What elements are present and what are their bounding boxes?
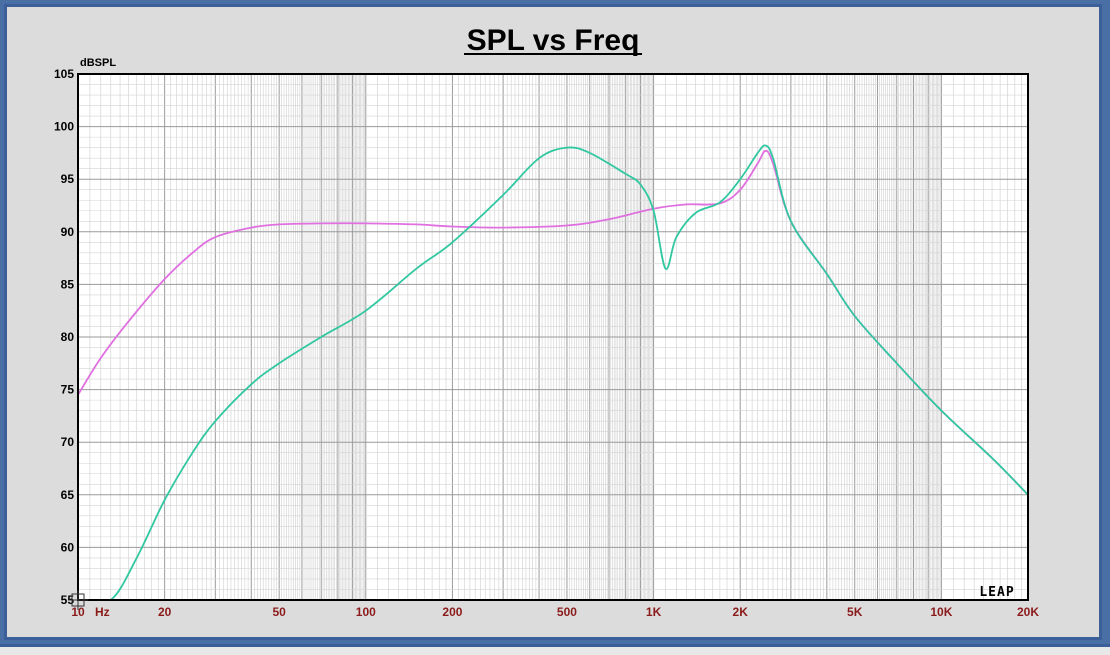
x-tick-label: 200 bbox=[442, 605, 462, 619]
y-tick-label: 70 bbox=[61, 435, 75, 449]
y-tick-label: 90 bbox=[61, 225, 75, 239]
y-tick-label: 60 bbox=[61, 540, 75, 554]
corner-marker-icon[interactable] bbox=[68, 590, 88, 610]
x-tick-label: 10K bbox=[930, 605, 952, 619]
y-tick-label: 105 bbox=[54, 67, 74, 81]
x-tick-label: 50 bbox=[272, 605, 286, 619]
x-tick-label: 20K bbox=[1017, 605, 1039, 619]
leap-logo: LEAP bbox=[979, 585, 1014, 600]
y-axis-label: dBSPL bbox=[80, 57, 116, 69]
y-tick-label: 75 bbox=[61, 383, 75, 397]
bottom-strip bbox=[0, 644, 1110, 655]
x-tick-label: 5K bbox=[847, 605, 863, 619]
y-tick-label: 100 bbox=[54, 120, 74, 134]
plot-border bbox=[77, 73, 1029, 601]
y-tick-label: 85 bbox=[61, 277, 75, 291]
x-tick-label: 20 bbox=[158, 605, 172, 619]
y-tick-label: 95 bbox=[61, 172, 75, 186]
x-tick-label: 1K bbox=[646, 605, 662, 619]
series-lines bbox=[78, 144, 1028, 600]
series-line-2 bbox=[109, 144, 1028, 600]
y-tick-labels: 55 60 65 70 75 80 85 90 95 100 105 bbox=[54, 67, 74, 607]
x-unit-label: Hz bbox=[95, 605, 110, 619]
x-tick-label: 500 bbox=[557, 605, 577, 619]
chart-title: SPL vs Freq bbox=[467, 24, 640, 57]
x-tick-label: 100 bbox=[356, 605, 376, 619]
x-tick-labels: 10 20 50 100 200 500 1K 2K 5K 10K 20K Hz bbox=[71, 605, 1039, 619]
x-tick-label: 10 bbox=[71, 605, 85, 619]
y-tick-label: 80 bbox=[61, 330, 75, 344]
y-tick-label: 65 bbox=[61, 488, 75, 502]
grid bbox=[77, 73, 1029, 601]
y-tick-label: 55 bbox=[61, 593, 75, 607]
x-tick-label: 2K bbox=[733, 605, 749, 619]
